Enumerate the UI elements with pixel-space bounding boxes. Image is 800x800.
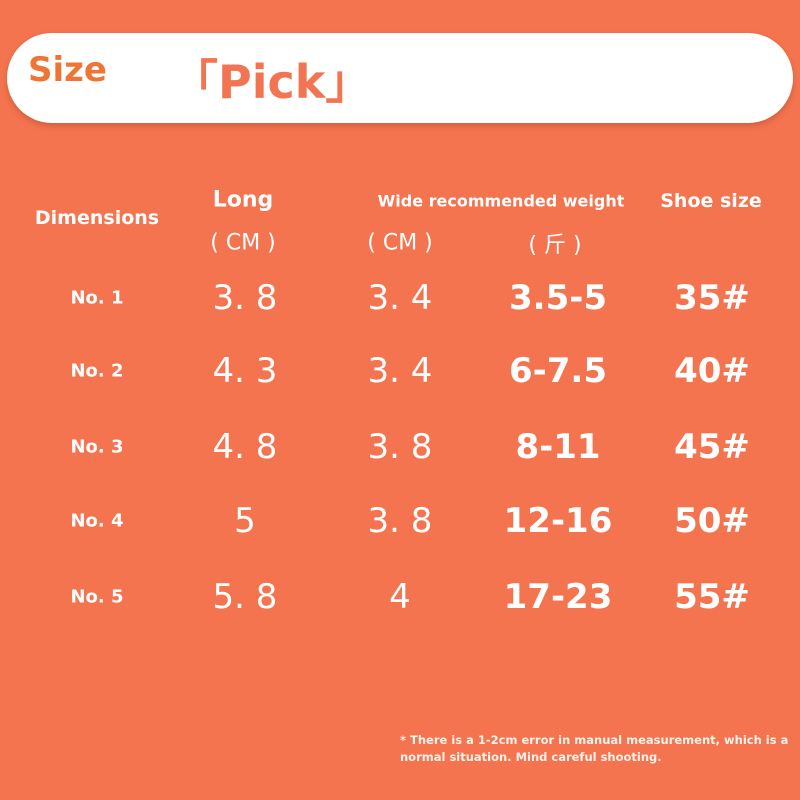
header-weight-unit: ( 斤 ) — [528, 233, 582, 258]
cell-shoe: 50# — [674, 501, 750, 541]
cell-long: 5. 8 — [212, 577, 278, 617]
cell-long: 3. 8 — [212, 278, 278, 318]
header-dimensions: Dimensions — [34, 207, 160, 229]
cell-wide: 4 — [389, 577, 411, 617]
cell-weight: 3.5-5 — [509, 278, 607, 318]
header-wide-unit: ( CM ) — [367, 230, 433, 256]
cell-long: 4. 8 — [212, 427, 278, 467]
cell-weight: 6-7.5 — [509, 351, 607, 391]
pick-label: 「Pick」 — [172, 55, 372, 109]
cell-long: 5 — [234, 501, 256, 541]
cell-shoe: 40# — [674, 351, 750, 391]
cell-wide: 3. 4 — [367, 278, 433, 318]
cell-label: No. 5 — [70, 586, 124, 608]
cell-weight: 17-23 — [503, 577, 613, 617]
cell-wide: 3. 8 — [367, 501, 433, 541]
cell-label: No. 1 — [70, 287, 124, 309]
size-label: Size — [28, 50, 107, 90]
title-banner — [7, 33, 793, 123]
cell-shoe: 45# — [674, 427, 750, 467]
header-wide-weight: Wide recommended weight — [377, 191, 625, 211]
cell-shoe: 55# — [674, 577, 750, 617]
cell-wide: 3. 4 — [367, 351, 433, 391]
header-long: Long — [212, 187, 274, 213]
footnote: * There is a 1-2cm error in manual measu… — [400, 733, 789, 764]
cell-weight: 12-16 — [503, 501, 613, 541]
cell-label: No. 3 — [70, 436, 124, 458]
cell-long: 4. 3 — [212, 351, 278, 391]
cell-shoe: 35# — [674, 278, 750, 318]
cell-wide: 3. 8 — [367, 427, 433, 467]
cell-label: No. 2 — [70, 360, 124, 382]
cell-weight: 8-11 — [515, 427, 601, 467]
header-shoe-size: Shoe size — [660, 190, 762, 212]
header-long-unit: ( CM ) — [210, 230, 276, 256]
cell-label: No. 4 — [70, 510, 124, 532]
